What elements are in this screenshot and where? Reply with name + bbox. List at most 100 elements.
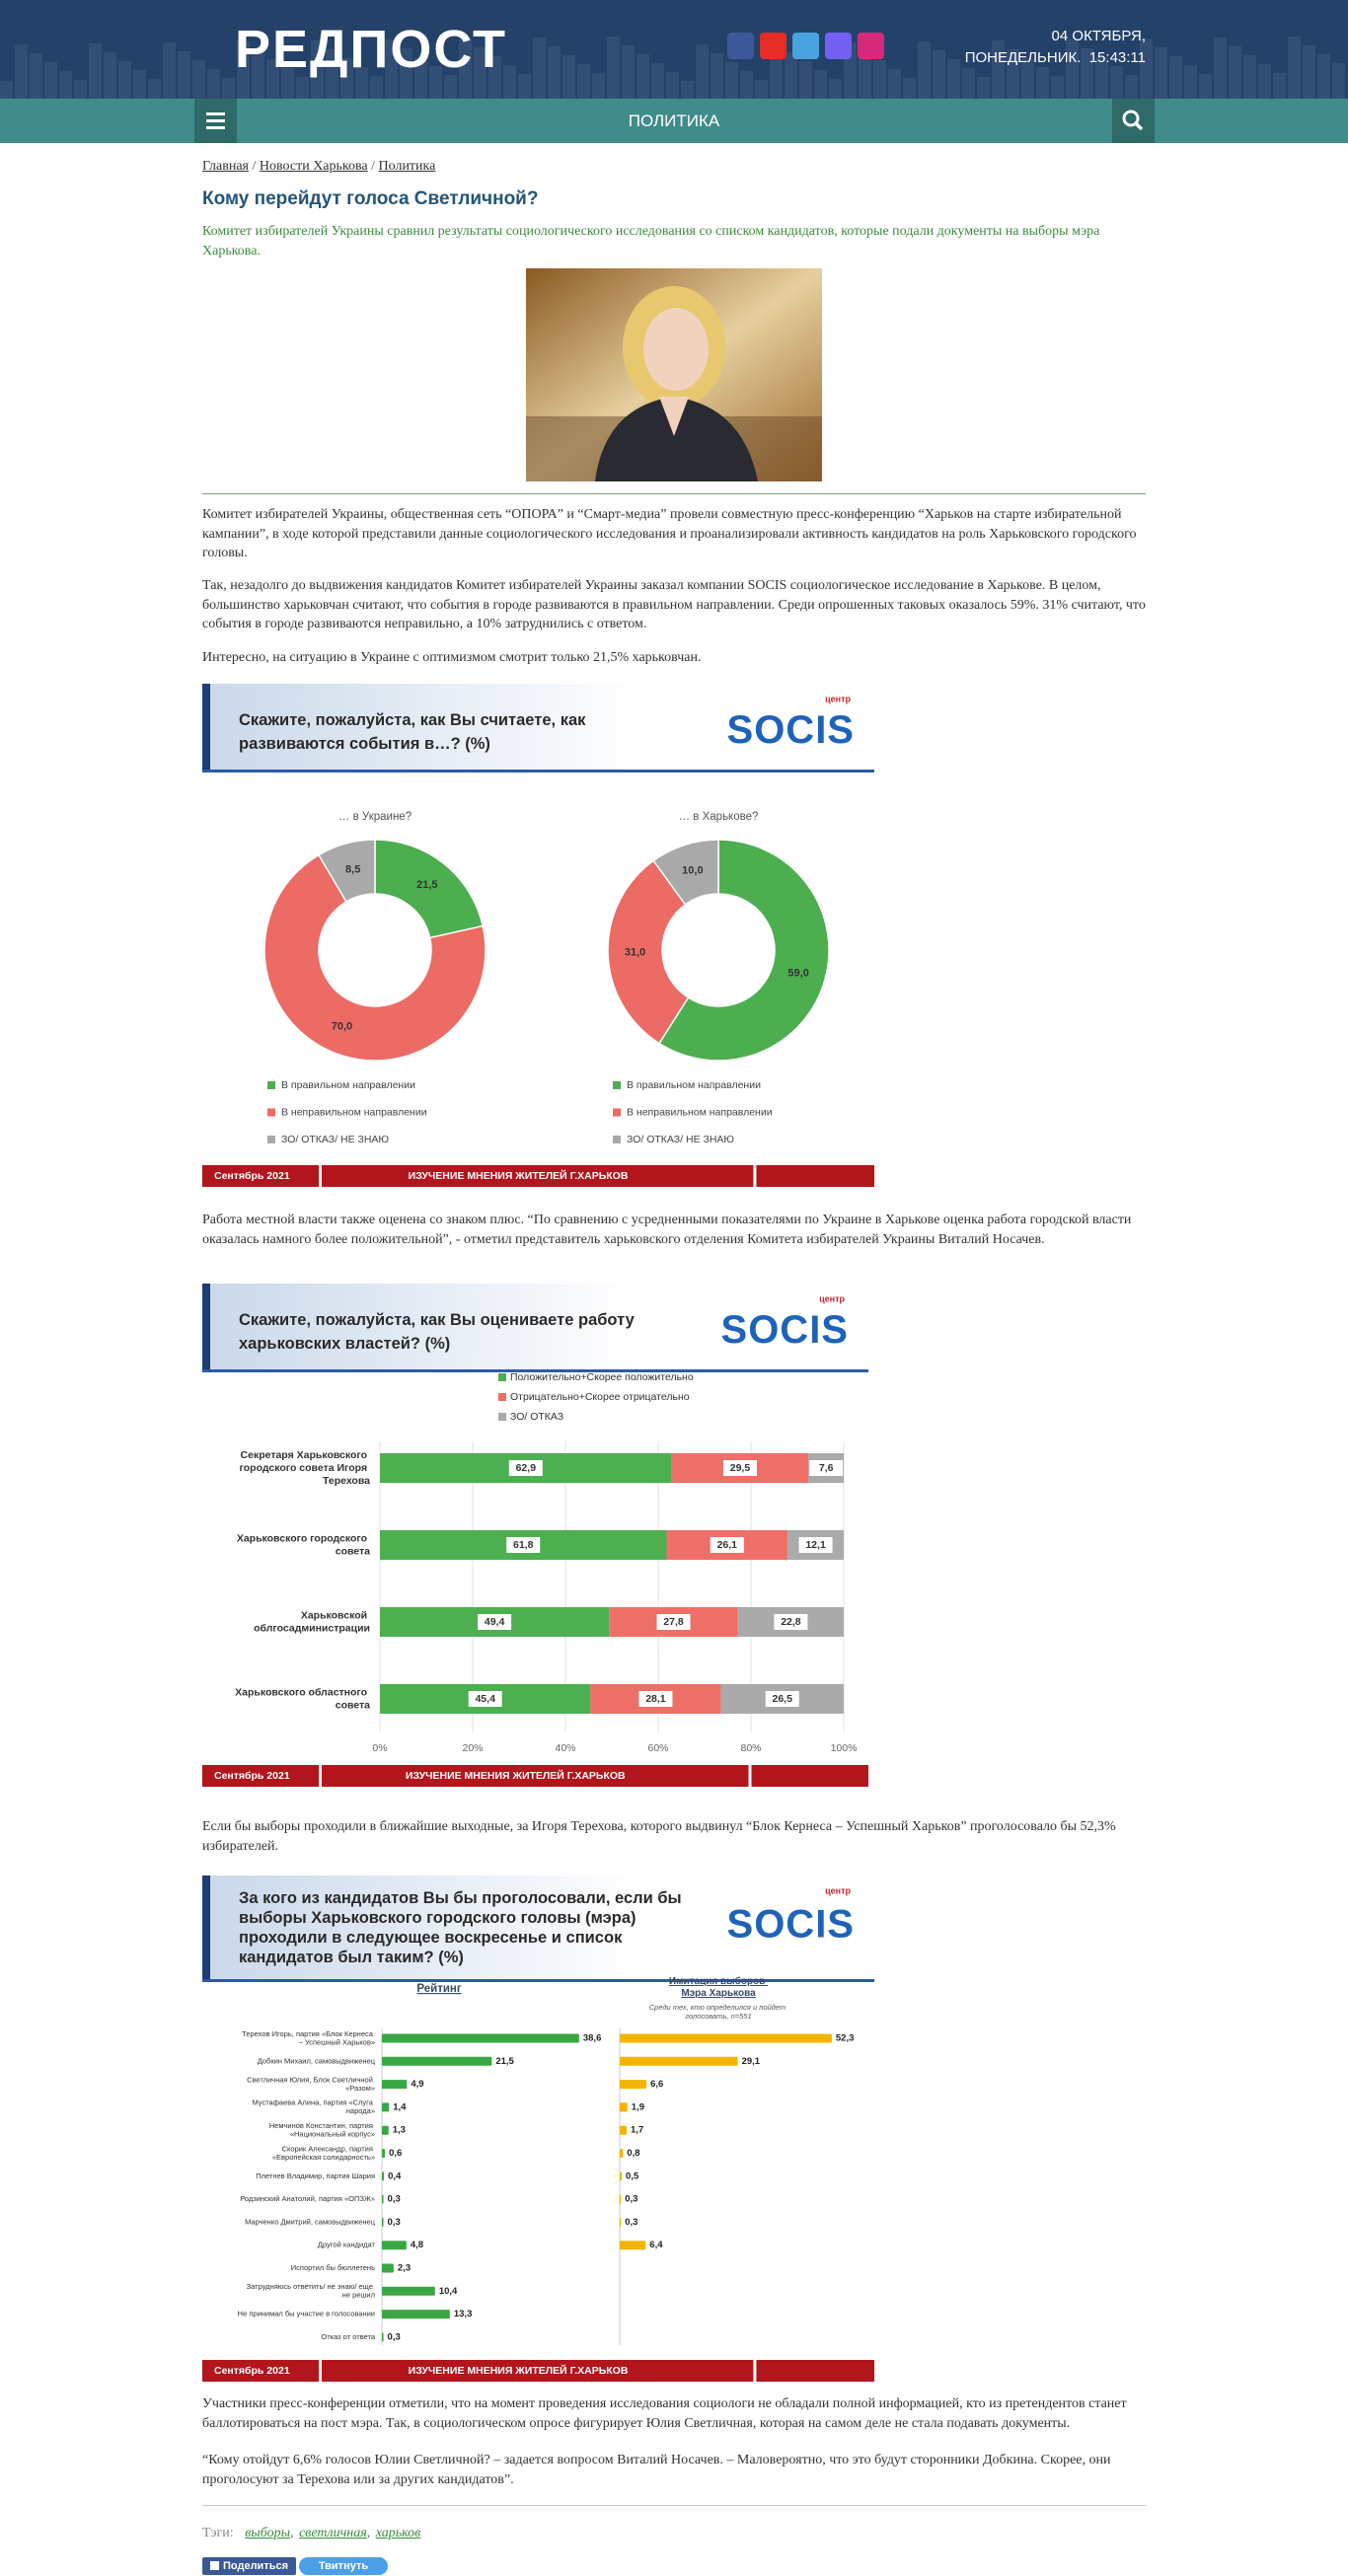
skyline-building xyxy=(962,68,975,99)
legend-label: Отрицательно+Скорее отрицательно xyxy=(510,1391,690,1403)
value-label: 0,3 xyxy=(388,2331,401,2342)
header-accent xyxy=(202,684,210,770)
skyline-building xyxy=(533,37,546,99)
panel-title: … в Украине? xyxy=(338,811,412,823)
facebook-share[interactable]: Поделиться xyxy=(202,2557,296,2575)
tag[interactable]: харьков xyxy=(375,2526,421,2540)
skyline-building xyxy=(1036,67,1049,99)
search-button[interactable] xyxy=(1112,99,1155,143)
legend-swatch xyxy=(267,1081,275,1089)
menu-button[interactable] xyxy=(194,99,237,143)
breadcrumb[interactable]: Новости Харькова xyxy=(259,159,368,174)
breadcrumbs: Главная / Новости Харькова / Политика xyxy=(202,157,435,176)
skyline-building xyxy=(266,59,279,99)
legend-label: В правильном направлении xyxy=(281,1079,415,1091)
viber-icon[interactable] xyxy=(825,33,852,59)
search-glass xyxy=(1122,110,1140,127)
skyline-building xyxy=(651,63,664,99)
footer-date: Сентябрь 2021 xyxy=(214,1170,290,1182)
skyline-building xyxy=(474,47,487,99)
value-label: 22,8 xyxy=(781,1616,801,1628)
divider xyxy=(202,2505,1146,2506)
skyline-building xyxy=(873,60,886,99)
youtube-icon[interactable] xyxy=(760,33,786,59)
legend-swatch xyxy=(267,1108,275,1117)
skyline-building xyxy=(725,62,738,99)
article-photo xyxy=(526,268,822,481)
category-label: Терехов Игорь, партия «Блок Кернеса – Ус… xyxy=(242,2029,375,2047)
logo[interactable]: РЕДПОСТ xyxy=(235,20,507,79)
skyline-building xyxy=(814,70,827,99)
brand-note: центр xyxy=(819,1293,845,1303)
skyline-building xyxy=(74,80,87,99)
tag[interactable]: светличная xyxy=(299,2526,367,2540)
legend-swatch xyxy=(498,1413,506,1421)
share-label: Поделиться xyxy=(222,2560,289,2572)
footer-band xyxy=(202,1165,874,1187)
menu-bar xyxy=(206,119,225,122)
legend-label: ЗО/ ОТКАЗ/ НЕ ЗНАЮ xyxy=(627,1134,734,1145)
legend-swatch xyxy=(498,1373,506,1381)
value-label: 6,4 xyxy=(649,2240,663,2250)
search-bg xyxy=(1112,99,1155,143)
donut-slice xyxy=(652,839,719,906)
category-label: Харьковского областного совета xyxy=(235,1686,370,1711)
legend-label: ЗО/ ОТКАЗ/ НЕ ЗНАЮ xyxy=(281,1134,389,1145)
footer-divider xyxy=(753,2360,757,2382)
chart-title: Скажите, пожалуйста, как Вы считаете, ка… xyxy=(239,711,590,753)
value-label: 29,1 xyxy=(742,2056,761,2067)
footer-text: ИЗУЧЕНИЕ МНЕНИЯ ЖИТЕЛЕЙ Г.ХАРЬКОВ xyxy=(409,2364,629,2377)
share-icon xyxy=(209,2561,219,2570)
paragraph: Работа местной власти также оценена со з… xyxy=(202,1213,1132,1247)
breadcrumb[interactable]: Политика xyxy=(378,159,436,174)
legend-swatch xyxy=(613,1081,621,1089)
paragraph: Интересно, на ситуацию в Украине с оптим… xyxy=(202,650,702,665)
legend-label: Положительно+Скорее положительно xyxy=(510,1371,694,1383)
skyline-building xyxy=(252,50,264,99)
donut-slice xyxy=(607,859,690,1045)
category-label: Харьковской облгосадминистрации xyxy=(254,1609,370,1634)
value-label: 0,8 xyxy=(627,2148,639,2159)
panel-title: Рейтинг xyxy=(416,1983,461,1995)
facebook-icon[interactable] xyxy=(727,33,754,59)
value-label: 28,1 xyxy=(645,1693,666,1705)
category-label: Харьковского городского совета xyxy=(237,1532,370,1557)
telegram-icon[interactable] xyxy=(792,33,819,59)
breadcrumb-separator: / xyxy=(252,159,257,174)
bar xyxy=(382,2056,492,2066)
category-label: Испортил бы бюллетень xyxy=(291,2263,375,2272)
tag[interactable]: выборы xyxy=(245,2526,291,2540)
skyline-building xyxy=(370,76,383,99)
bar xyxy=(620,2217,622,2227)
twitter-share[interactable]: Твитнуть xyxy=(299,2557,388,2575)
value-label: 21,5 xyxy=(495,2056,514,2067)
value-label-bg xyxy=(638,1691,673,1707)
date-block: 04 ОКТЯБРЯ, ПОНЕДЕЛЬНИК. 15:43:11 xyxy=(965,26,1146,69)
skyline-building xyxy=(355,67,368,99)
header-accent xyxy=(202,1876,210,1979)
skyline-building xyxy=(829,79,842,99)
value-label: 0,3 xyxy=(625,2194,637,2205)
donut-slice xyxy=(317,839,376,903)
footer-date: Сентябрь 2021 xyxy=(214,1770,290,1782)
value-label: 29,5 xyxy=(730,1462,751,1474)
slice-label: 31,0 xyxy=(625,947,645,959)
panel-title: … в Харькове? xyxy=(679,811,759,823)
skyline-building xyxy=(192,60,205,99)
value-label: 26,5 xyxy=(773,1693,793,1705)
category-label: Добкин Михаил, самовыдвиженец xyxy=(258,2056,376,2065)
donut-slice xyxy=(374,839,485,939)
value-label-bg xyxy=(798,1537,833,1553)
nav-bar: ПОЛИТИКА xyxy=(0,99,1348,143)
brand-note: центр xyxy=(825,1885,851,1895)
breadcrumb[interactable]: Главная xyxy=(202,159,249,174)
legend-swatch xyxy=(498,1393,506,1401)
brand-note: центр xyxy=(825,694,851,703)
instagram-icon[interactable] xyxy=(858,33,884,59)
skyline-building xyxy=(755,80,768,99)
site-header: РЕДПОСТ 04 ОКТЯБРЯ, ПОНЕДЕЛЬНИК. 15:43:1… xyxy=(0,0,1348,99)
skyline-building xyxy=(1095,57,1108,99)
value-label-bg xyxy=(765,1691,799,1707)
chart-header xyxy=(202,1284,868,1369)
